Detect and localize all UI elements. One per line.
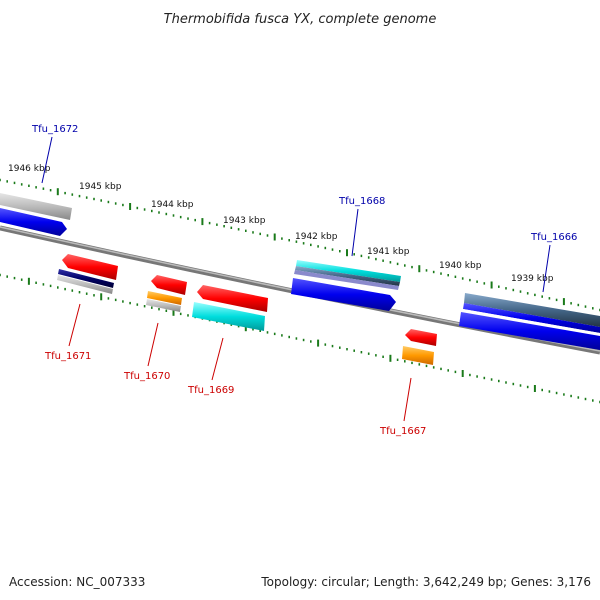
genome-summary: Topology: circular; Length: 3,642,249 bp… [260,575,591,589]
feature-bar[interactable] [463,303,600,333]
gene-label-tfu-1671[interactable]: Tfu_1671 [44,351,91,362]
scale-label: 1943 kbp [223,216,266,226]
cds-arrow[interactable] [405,329,437,346]
feature-bar[interactable] [57,275,113,294]
cds-arrow[interactable] [197,285,268,312]
cds-arrow[interactable] [62,254,118,280]
feature-bar[interactable] [58,269,114,288]
feature-bar[interactable] [146,299,181,312]
feature-bar[interactable] [464,293,600,327]
gene-labels: Tfu_1672 Tfu_1668 Tfu_1666 Tfu_1671 Tfu_… [31,124,577,437]
gene-label-tfu-1668[interactable]: Tfu_1668 [338,196,385,207]
gene-label-tfu-1669[interactable]: Tfu_1669 [187,385,234,396]
feature-bar[interactable] [0,193,72,220]
feature-bar[interactable] [295,266,400,286]
scale-label: 1939 kbp [511,274,554,284]
feature-bar[interactable] [462,309,600,336]
gene-label-tfu-1670[interactable]: Tfu_1670 [123,371,170,382]
scale-label: 1940 kbp [439,261,482,271]
outer-scale-track [0,178,600,312]
forward-features [0,193,600,350]
scale-label: 1942 kbp [295,232,338,242]
cds-arrow[interactable] [291,278,396,311]
feature-bar[interactable] [147,291,182,305]
accession-label: Accession: NC_007333 [9,575,145,589]
cds-arrow[interactable] [459,312,600,350]
reverse-features [57,254,437,365]
scale-label: 1944 kbp [151,200,194,210]
gene-label-tfu-1667[interactable]: Tfu_1667 [379,426,426,437]
feature-bar[interactable] [192,302,265,331]
scale-label: 1945 kbp [79,182,122,192]
feature-bar[interactable] [296,260,401,282]
scale-label: 1941 kbp [367,247,410,257]
gene-label-tfu-1666[interactable]: Tfu_1666 [530,232,577,243]
feature-bar[interactable] [402,346,434,365]
scale-label: 1946 kbp [8,164,51,174]
gene-label-tfu-1672[interactable]: Tfu_1672 [31,124,78,135]
cds-arrow[interactable] [151,275,187,295]
scale-labels: 1946 kbp 1945 kbp 1944 kbp 1943 kbp 1942… [8,164,554,284]
cds-arrow[interactable] [0,208,67,236]
map-title: Thermobifida fusca YX, complete genome [164,12,437,27]
inner-scale-track [0,273,600,404]
feature-bar[interactable] [294,270,399,290]
